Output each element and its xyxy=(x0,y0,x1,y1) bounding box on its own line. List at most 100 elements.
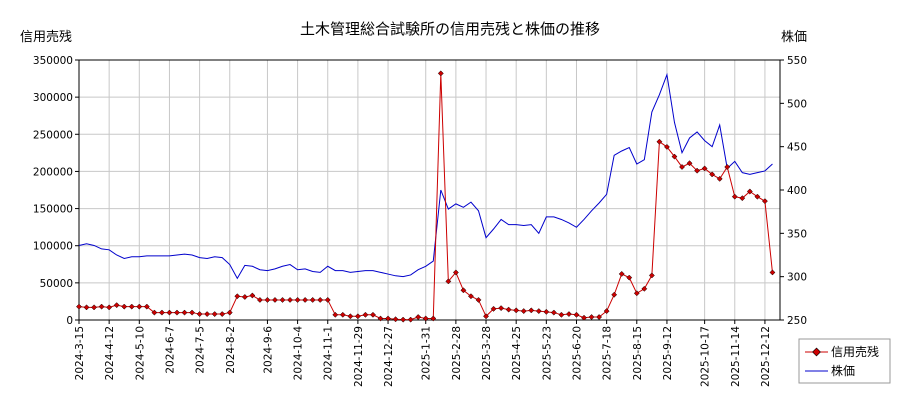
margin-sell-point xyxy=(490,305,497,312)
margin-sell-point xyxy=(377,315,384,322)
margin-sell-point xyxy=(581,314,587,321)
left-axis-label: 信用売残 xyxy=(20,29,72,45)
margin-sell-point xyxy=(347,313,354,320)
margin-sell-point xyxy=(158,309,165,316)
x-tick-label: 2025-10-17 xyxy=(700,326,712,387)
gridlines xyxy=(78,59,780,321)
left-tick-label: 300000 xyxy=(33,92,73,104)
margin-sell-point xyxy=(181,309,188,316)
margin-sell-point xyxy=(633,290,640,297)
margin-sell-point xyxy=(264,296,271,303)
margin-sell-point xyxy=(309,296,316,303)
margin-sell-point xyxy=(287,296,294,303)
right-tick-label: 350 xyxy=(787,228,807,240)
margin-sell-point xyxy=(385,315,391,322)
margin-sell-point xyxy=(422,315,429,322)
right-axis-label: 株価 xyxy=(781,30,807,45)
margin-sell-point xyxy=(234,293,241,300)
x-tick-label: 2024-5-10 xyxy=(134,326,146,380)
margin-sell-point xyxy=(249,292,256,299)
margin-sell-point xyxy=(106,304,113,311)
margin-sell-point xyxy=(302,296,309,303)
margin-sell-point xyxy=(400,316,407,323)
x-tick-label: 2024-9-6 xyxy=(262,326,274,374)
stock-price-line xyxy=(78,72,773,280)
margin-sell-point xyxy=(204,311,211,318)
margin-sell-point xyxy=(91,304,98,311)
margin-sell-point xyxy=(76,303,82,310)
margin-sell-point xyxy=(558,311,565,318)
margin-sell-point xyxy=(317,296,324,303)
margin-sell-point xyxy=(143,303,150,310)
legend-label-margin-sell: 信用売残 xyxy=(831,344,879,359)
margin-sell-point xyxy=(746,188,753,195)
margin-sell-point xyxy=(663,143,670,150)
x-axis: 2024-3-15 2024-4-12 2024-5-10 2024-6-7 2024-… xyxy=(74,320,772,387)
x-tick-label: 2025-3-28 xyxy=(481,326,493,380)
margin-sell-point xyxy=(98,303,105,310)
margin-sell-point xyxy=(294,296,301,303)
right-tick-label: 250 xyxy=(787,315,807,327)
margin-sell-point xyxy=(754,193,761,200)
x-tick-label: 2024-6-7 xyxy=(164,326,176,374)
left-tick-label: 250000 xyxy=(33,129,73,141)
margin-sell-point xyxy=(211,311,218,318)
right-tick-label: 400 xyxy=(787,185,807,197)
margin-sell-point xyxy=(701,165,708,172)
margin-sell-point xyxy=(731,193,738,200)
margin-sell-point xyxy=(166,309,173,316)
left-axis: 0 50000 100000 150000 200000 250000 300000 3500… xyxy=(33,55,79,327)
margin-sell-point xyxy=(769,269,776,276)
left-tick-label: 100000 xyxy=(33,241,73,253)
margin-sell-point xyxy=(475,296,482,303)
x-tick-label: 2024-10-4 xyxy=(293,326,305,381)
legend-box xyxy=(798,338,891,384)
margin-sell-point xyxy=(121,303,128,310)
margin-sell-point xyxy=(513,307,520,314)
margin-sell-point xyxy=(113,302,120,309)
plot-frame xyxy=(78,59,781,321)
x-tick-label: 2025-12-12 xyxy=(760,326,772,387)
margin-sell-point xyxy=(219,311,226,318)
margin-sell-point xyxy=(603,308,610,315)
left-tick-label: 50000 xyxy=(40,278,73,290)
right-tick-label: 500 xyxy=(787,98,807,110)
margin-sell-point xyxy=(611,291,618,298)
margin-sell-point xyxy=(596,314,603,320)
left-tick-label: 200000 xyxy=(33,166,73,178)
margin-sell-point xyxy=(83,304,90,311)
margin-sell-point xyxy=(761,198,768,205)
margin-sell-point xyxy=(241,294,248,300)
margin-sell-point xyxy=(256,296,263,303)
margin-sell-point xyxy=(339,311,346,318)
margin-sell-point xyxy=(671,153,678,160)
margin-sell-point xyxy=(392,316,399,323)
margin-sell-point xyxy=(520,308,527,315)
margin-sell-point xyxy=(460,287,467,294)
margin-sell-point xyxy=(648,272,655,279)
margin-sell-point xyxy=(626,274,633,281)
x-tick-label: 2024-7-5 xyxy=(195,326,207,374)
x-tick-label: 2025-9-12 xyxy=(662,326,674,380)
margin-sell-point xyxy=(430,315,437,322)
margin-sell-point xyxy=(437,70,444,77)
x-tick-label: 2025-5-23 xyxy=(541,326,553,380)
right-tick-label: 450 xyxy=(787,142,807,154)
x-tick-label: 2024-11-1 xyxy=(323,326,335,380)
margin-sell-point xyxy=(618,270,625,277)
right-tick-label: 300 xyxy=(787,272,807,284)
margin-sell-point xyxy=(445,278,452,285)
margin-sell-point xyxy=(370,311,376,318)
x-tick-label: 2024-8-2 xyxy=(225,326,237,374)
margin-sell-point xyxy=(498,305,505,312)
margin-sell-point xyxy=(362,311,369,318)
margin-sell-point xyxy=(468,293,474,300)
margin-sell-point xyxy=(709,171,716,178)
legend-marker-margin-sell xyxy=(812,347,821,357)
right-axis: 250 300 350 400 450 500 550 xyxy=(780,55,807,327)
margin-sell-point xyxy=(656,138,663,145)
margin-sell-point xyxy=(136,303,143,310)
chart-title: 土木管理総合試験所の信用売残と株価の推移 xyxy=(300,20,600,38)
x-tick-label: 2025-2-28 xyxy=(451,326,463,380)
